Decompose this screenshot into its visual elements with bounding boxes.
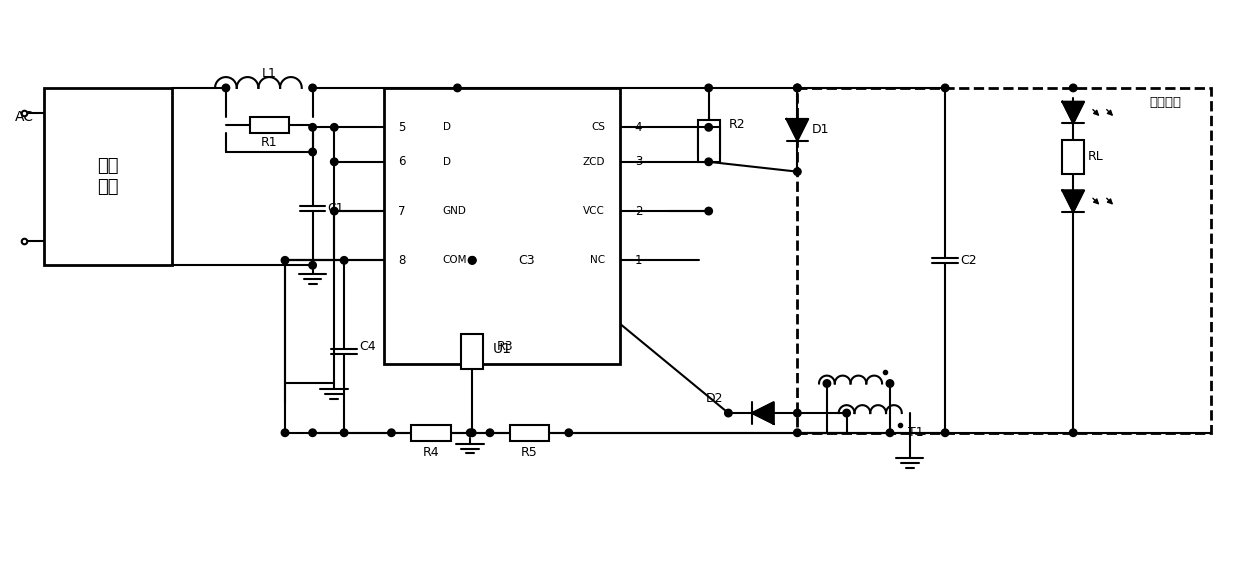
Bar — [383, 88, 620, 364]
Bar — [249, 118, 289, 133]
Circle shape — [309, 124, 316, 131]
Circle shape — [794, 84, 801, 92]
Polygon shape — [1063, 190, 1084, 212]
Circle shape — [794, 429, 801, 437]
Text: R5: R5 — [521, 446, 538, 459]
Bar — [461, 334, 484, 369]
Text: 1: 1 — [635, 254, 642, 267]
Circle shape — [486, 429, 494, 437]
Text: L1: L1 — [262, 67, 277, 80]
Bar — [510, 425, 549, 441]
Circle shape — [794, 84, 801, 92]
Text: 2: 2 — [635, 205, 642, 218]
Text: R1: R1 — [260, 136, 278, 149]
Circle shape — [794, 168, 801, 175]
Text: GND: GND — [443, 206, 466, 216]
Text: R4: R4 — [423, 446, 439, 459]
Circle shape — [794, 409, 801, 417]
Circle shape — [1069, 429, 1078, 437]
Text: 3: 3 — [635, 155, 642, 168]
Circle shape — [341, 429, 348, 437]
Text: D2: D2 — [706, 392, 723, 405]
Circle shape — [309, 429, 316, 437]
Circle shape — [454, 84, 461, 92]
Circle shape — [466, 429, 474, 437]
Text: 储能单元: 储能单元 — [1149, 96, 1182, 109]
Circle shape — [331, 158, 339, 166]
Bar — [797, 88, 1211, 433]
Text: C1: C1 — [327, 202, 343, 215]
Circle shape — [331, 207, 339, 215]
Text: NC: NC — [590, 255, 605, 266]
Text: RL: RL — [1087, 150, 1104, 163]
Circle shape — [565, 429, 573, 437]
Circle shape — [469, 429, 476, 437]
Polygon shape — [786, 119, 808, 141]
Text: T1: T1 — [908, 426, 924, 439]
Text: R2: R2 — [728, 118, 745, 131]
Circle shape — [341, 257, 348, 264]
Text: C4: C4 — [358, 340, 376, 353]
Circle shape — [843, 409, 851, 417]
Bar — [43, 88, 171, 265]
Circle shape — [704, 207, 713, 215]
Bar — [1063, 140, 1084, 174]
Text: D: D — [443, 123, 450, 132]
Text: C2: C2 — [960, 254, 977, 267]
Circle shape — [309, 84, 316, 92]
Circle shape — [887, 429, 894, 437]
Circle shape — [1069, 84, 1078, 92]
Bar — [698, 120, 719, 154]
Circle shape — [941, 84, 949, 92]
Circle shape — [887, 380, 894, 387]
Text: R3: R3 — [497, 340, 513, 353]
Circle shape — [704, 84, 713, 92]
Circle shape — [388, 429, 396, 437]
Circle shape — [331, 124, 339, 131]
Text: AC: AC — [15, 111, 33, 124]
Text: D: D — [443, 157, 450, 167]
Text: 8: 8 — [398, 254, 405, 267]
Text: C3: C3 — [518, 254, 534, 267]
Circle shape — [724, 409, 732, 417]
Circle shape — [222, 84, 229, 92]
Polygon shape — [1063, 102, 1084, 123]
Circle shape — [469, 257, 476, 264]
Text: U1: U1 — [492, 342, 511, 356]
Text: ZCD: ZCD — [583, 157, 605, 167]
Text: 6: 6 — [398, 155, 405, 168]
Bar — [698, 127, 719, 162]
Polygon shape — [751, 402, 774, 424]
Circle shape — [281, 429, 289, 437]
Circle shape — [309, 148, 316, 156]
Circle shape — [309, 262, 316, 269]
Text: COM: COM — [443, 255, 467, 266]
Circle shape — [704, 158, 713, 166]
Text: 7: 7 — [398, 205, 405, 218]
Text: D1: D1 — [812, 123, 830, 136]
Circle shape — [469, 257, 476, 264]
Text: VCC: VCC — [583, 206, 605, 216]
Text: 5: 5 — [398, 121, 405, 134]
Text: CS: CS — [591, 123, 605, 132]
Bar — [412, 425, 450, 441]
Text: 整流
模块: 整流 模块 — [97, 157, 118, 196]
Text: 4: 4 — [635, 121, 642, 134]
Circle shape — [823, 380, 831, 387]
Circle shape — [704, 124, 713, 131]
Circle shape — [941, 429, 949, 437]
Circle shape — [281, 257, 289, 264]
